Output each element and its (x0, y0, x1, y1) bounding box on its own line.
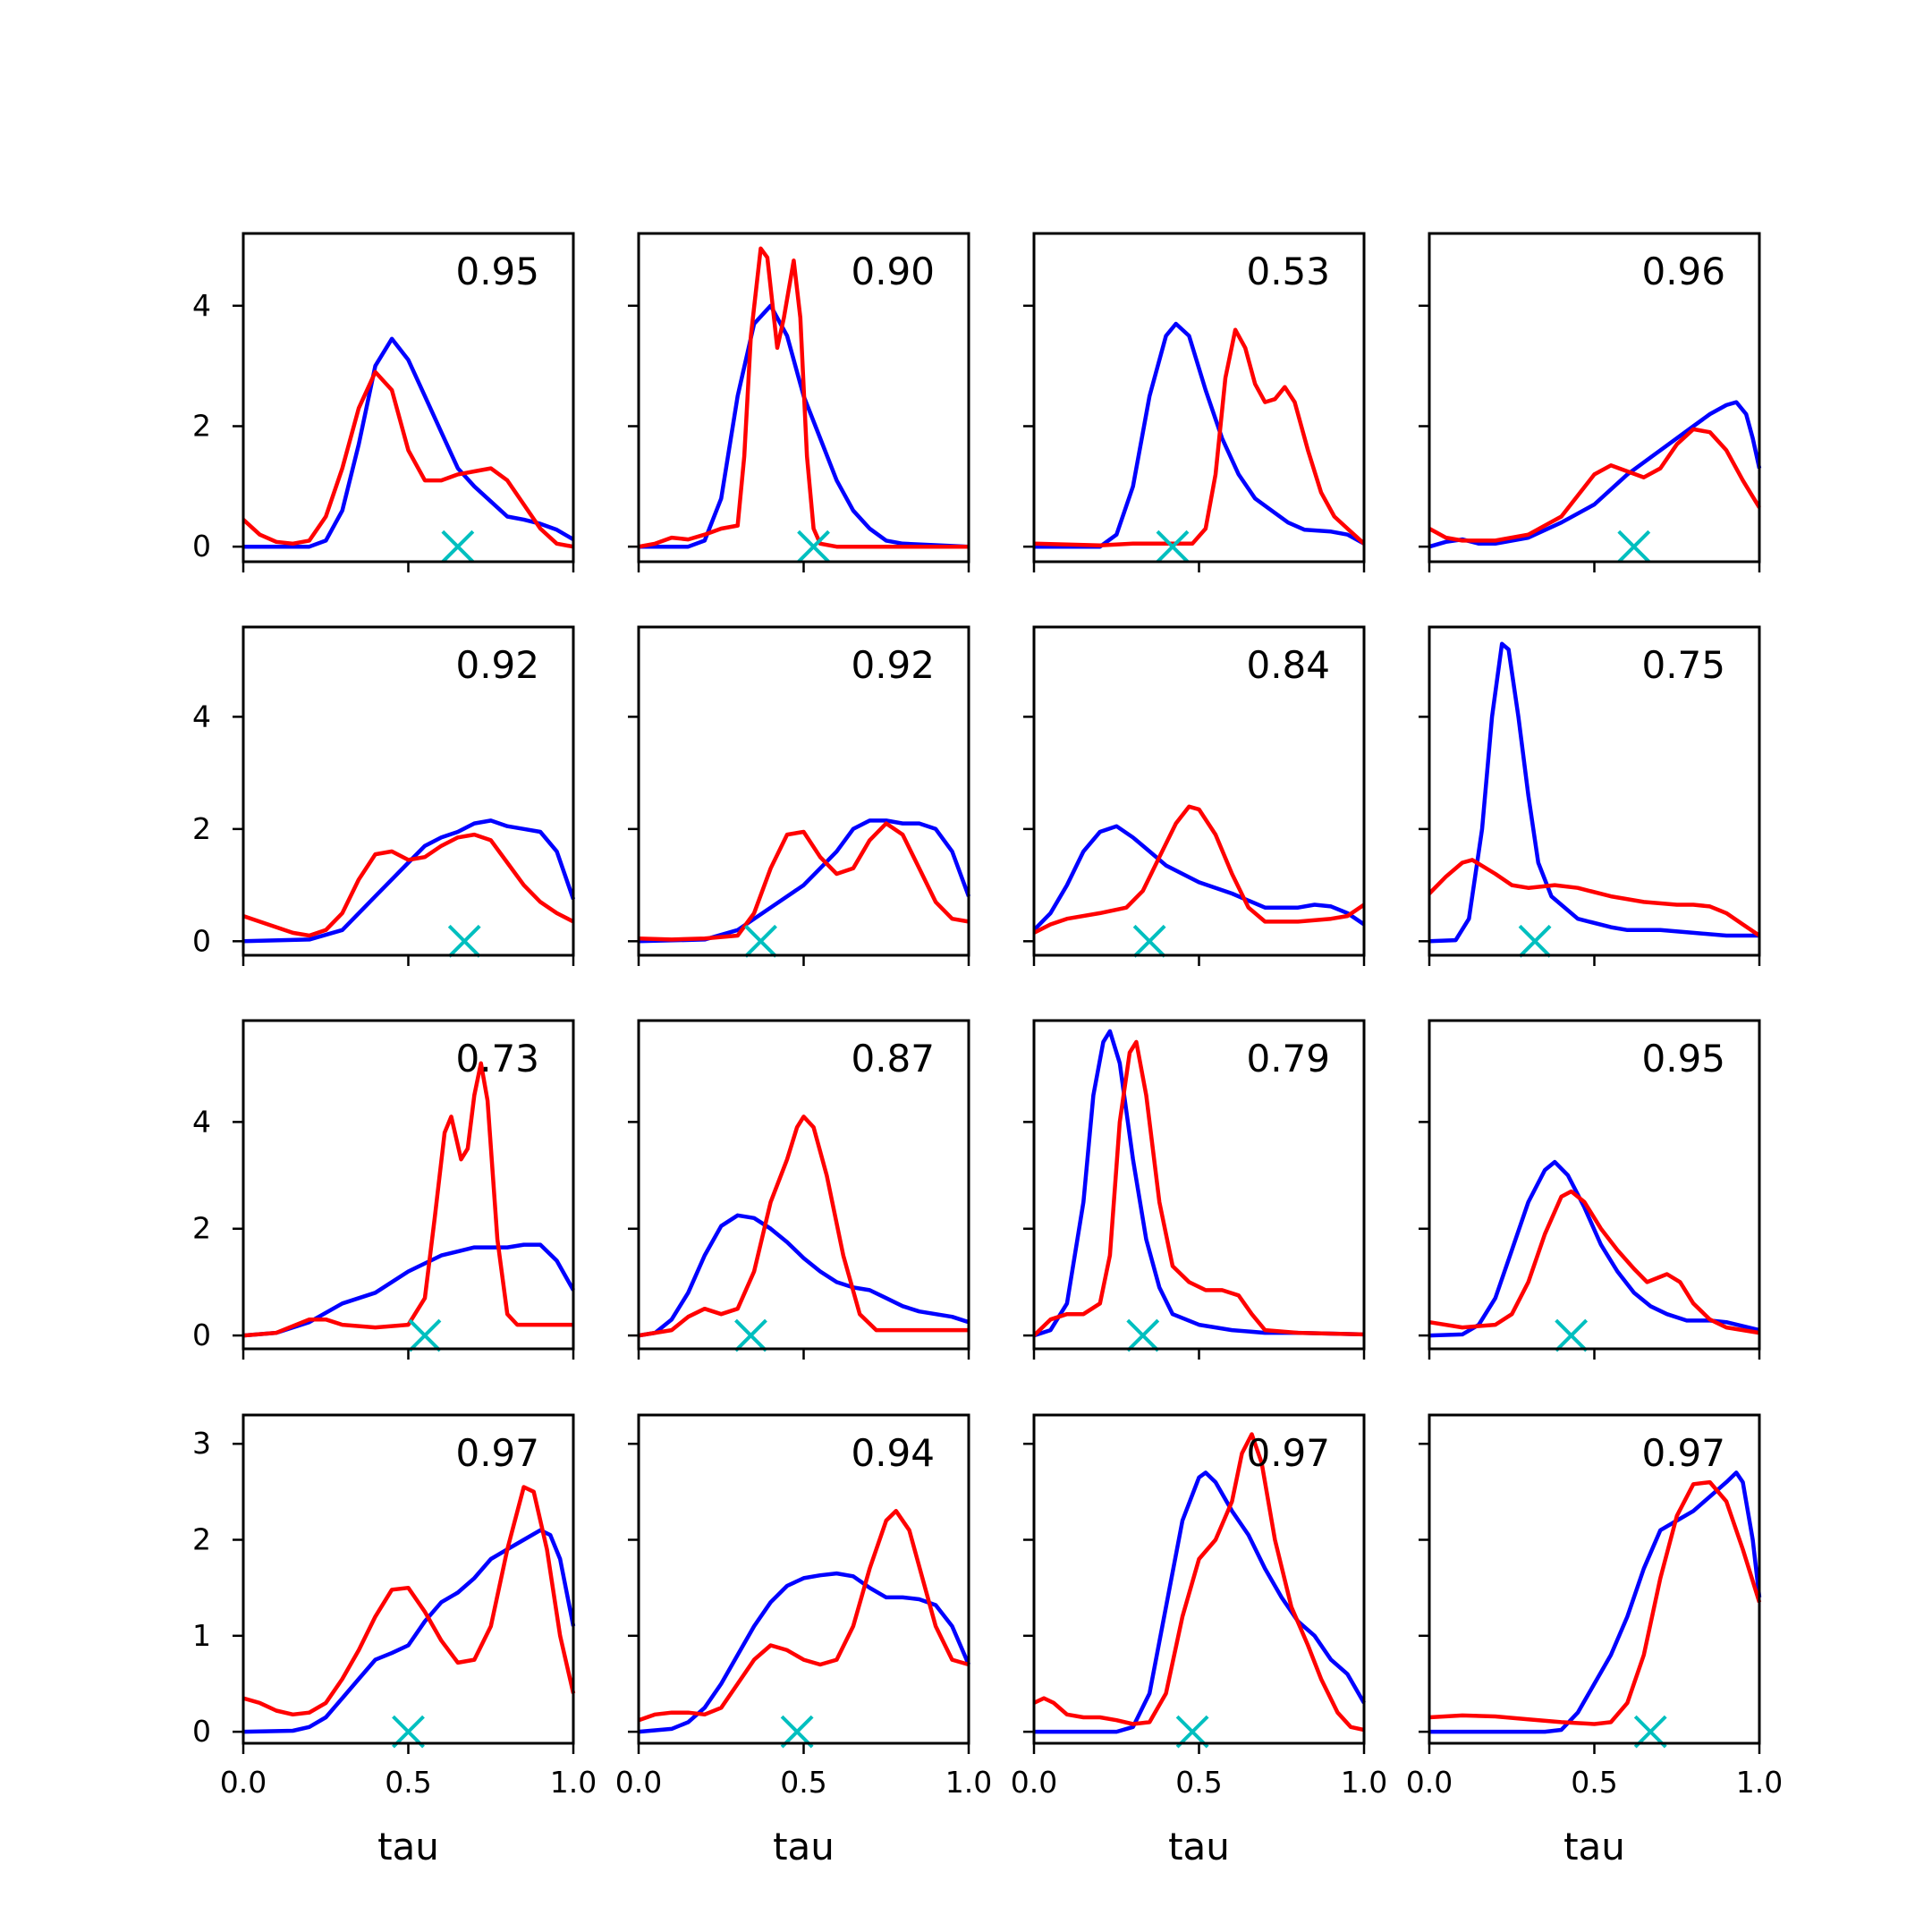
y-tick-label: 2 (192, 408, 211, 443)
x-marker (1617, 530, 1651, 564)
y-tick-label: 4 (192, 288, 211, 323)
panel-annotation: 0.87 (851, 1037, 935, 1080)
x-tick-label: 0.0 (1406, 1765, 1453, 1800)
x-marker (441, 530, 475, 564)
x-marker (1633, 1715, 1667, 1749)
x-marker (1132, 924, 1166, 958)
panel-annotation: 0.94 (851, 1431, 935, 1475)
x-tick-label: 0.5 (385, 1765, 431, 1800)
x-tick-label: 0.0 (615, 1765, 662, 1800)
x-axis-title: tau (1168, 1825, 1230, 1868)
x-marker (1175, 1715, 1209, 1749)
panel-annotation: 0.73 (455, 1037, 539, 1080)
series-red-line (1033, 1432, 1365, 1733)
series-blue-line (638, 1571, 971, 1734)
series-red-line (242, 1061, 573, 1338)
series-blue-line (243, 336, 575, 549)
y-tick-label: 0 (192, 1318, 211, 1352)
panel-annotation: 0.97 (455, 1431, 539, 1475)
x-tick-label: 0.5 (1175, 1765, 1222, 1800)
series-red-line (1032, 1039, 1365, 1337)
series-blue-line (638, 818, 971, 944)
series-red-line (638, 1114, 969, 1338)
x-marker (1156, 530, 1190, 564)
panel-annotation: 0.84 (1246, 643, 1330, 687)
y-tick-label: 0 (192, 923, 211, 958)
series-blue-line (242, 818, 576, 944)
x-marker (780, 1715, 814, 1749)
series-blue-line (1428, 1159, 1760, 1338)
x-marker (408, 1318, 442, 1352)
x-marker (1555, 1318, 1589, 1352)
y-tick-label: 0 (192, 529, 211, 564)
series-blue-line (1429, 1470, 1762, 1734)
panel-annotation: 0.92 (455, 643, 539, 687)
y-tick-label: 1 (192, 1618, 211, 1653)
x-axis-title: tau (377, 1825, 439, 1868)
x-tick-label: 0.0 (220, 1765, 267, 1800)
series-blue-line (1033, 1029, 1365, 1338)
y-tick-label: 4 (192, 699, 211, 733)
series-red-line (1428, 858, 1761, 937)
series-blue-line (1034, 321, 1366, 549)
y-tick-label: 2 (192, 811, 211, 846)
series-red-line (242, 369, 574, 549)
x-marker (1126, 1318, 1160, 1352)
x-tick-label: 1.0 (945, 1765, 992, 1800)
series-blue-line (638, 1213, 970, 1338)
series-red-line (1428, 427, 1761, 543)
x-marker (744, 924, 777, 958)
panel-annotation: 0.75 (1641, 643, 1725, 687)
x-marker (392, 1715, 425, 1749)
panel-annotation: 0.95 (1641, 1037, 1725, 1080)
panel-annotation: 0.90 (851, 250, 935, 293)
panel-annotation: 0.97 (1246, 1431, 1330, 1475)
x-tick-label: 0.5 (1571, 1765, 1617, 1800)
y-tick-label: 4 (192, 1104, 211, 1139)
y-tick-label: 2 (192, 1522, 211, 1557)
x-tick-label: 0.5 (780, 1765, 826, 1800)
y-tick-label: 0 (192, 1714, 211, 1749)
series-blue-line (242, 1528, 576, 1734)
series-blue-line (242, 1242, 575, 1338)
series-red-line (638, 821, 970, 942)
series-red-line (638, 246, 969, 549)
panel-annotation: 0.95 (455, 250, 539, 293)
series-blue-line (1034, 1470, 1366, 1734)
series-red-line (1428, 1189, 1760, 1335)
panel-annotation: 0.53 (1246, 250, 1330, 293)
x-tick-label: 1.0 (550, 1765, 597, 1800)
x-axis-title: tau (773, 1825, 835, 1868)
x-tick-label: 0.0 (1011, 1765, 1057, 1800)
series-blue-line (639, 303, 970, 549)
series-blue-line (1428, 641, 1759, 944)
x-tick-label: 1.0 (1341, 1765, 1387, 1800)
panel-annotation: 0.97 (1641, 1431, 1725, 1475)
y-tick-label: 2 (192, 1211, 211, 1246)
series-red-line (1428, 1479, 1762, 1726)
panel-annotation: 0.79 (1246, 1037, 1330, 1080)
panel-annotation: 0.96 (1641, 250, 1725, 293)
series-red-line (242, 832, 575, 938)
x-marker (734, 1318, 767, 1352)
x-tick-label: 1.0 (1736, 1765, 1783, 1800)
series-red-line (242, 1485, 576, 1717)
x-marker (797, 530, 830, 564)
series-red-line (1032, 804, 1366, 935)
x-marker (1518, 924, 1552, 958)
series-blue-line (1032, 824, 1366, 932)
series-red-line (638, 1509, 970, 1723)
x-axis-title: tau (1563, 1825, 1625, 1868)
y-tick-label: 3 (192, 1426, 211, 1461)
x-marker (447, 924, 481, 958)
panel-annotation: 0.92 (851, 643, 935, 687)
